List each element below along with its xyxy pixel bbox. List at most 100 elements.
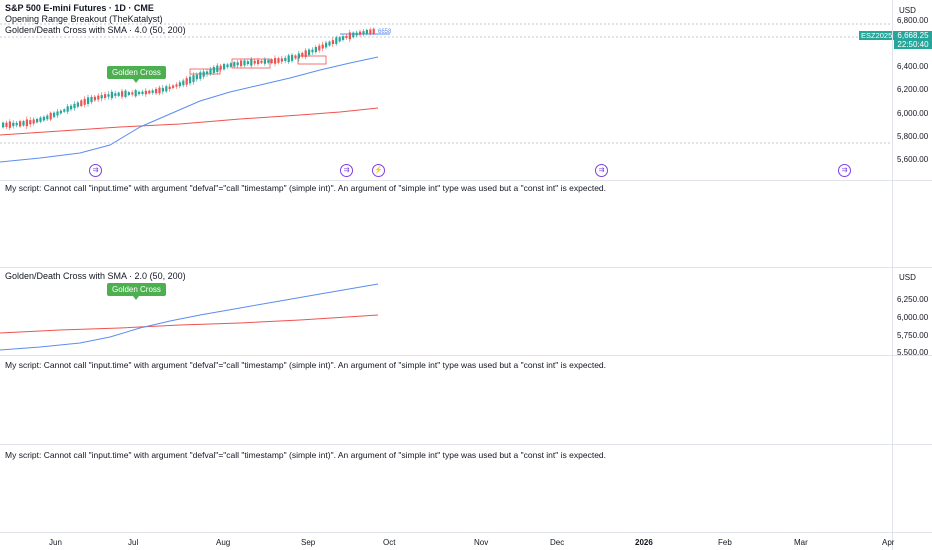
candle-body (168, 86, 171, 90)
last-price-tag: 6,668.25 22:50:40 (894, 31, 932, 49)
candle-body (195, 74, 198, 80)
pane-divider-3[interactable] (0, 355, 932, 356)
candle-body (49, 112, 52, 120)
event-icon-4[interactable]: ⇉ (595, 164, 608, 177)
price-tick-6200: 6,200.00 (897, 85, 929, 94)
candle-body (134, 90, 137, 97)
candle-body (253, 60, 256, 64)
event-icon-1[interactable]: ⇉ (89, 164, 102, 177)
candle-body (212, 67, 215, 73)
candle-body (287, 55, 290, 63)
candle-body (117, 92, 120, 96)
time-axis-divider (0, 532, 932, 533)
candle-body (301, 52, 304, 57)
candle-body (263, 59, 266, 64)
candle-body (199, 72, 202, 79)
candle-body (36, 118, 39, 123)
candle-body (348, 32, 351, 40)
candle-body (331, 40, 334, 45)
time-tick-sep: Sep (301, 538, 316, 547)
candle-body (335, 37, 338, 45)
pane-divider-2[interactable] (0, 267, 932, 268)
candle-body (338, 37, 341, 42)
candles (2, 27, 375, 131)
time-tick-jun: Jun (49, 538, 62, 547)
candle-body (8, 121, 11, 128)
candle-body (121, 91, 124, 97)
script-error-message-2: My script: Cannot call "input.time" with… (5, 360, 607, 370)
candle-body (192, 75, 195, 82)
candle-body (124, 90, 127, 97)
symbol-badge: ESZ2025 (859, 31, 895, 40)
candle-body (53, 112, 56, 118)
candle-body (359, 31, 362, 35)
sma200-line (0, 107, 379, 136)
candle-body (100, 95, 103, 99)
sub-legend[interactable]: Golden/Death Cross with SMA · 2.0 (50, 2… (5, 271, 186, 281)
currency-label[interactable]: USD (899, 6, 916, 15)
candle-body (297, 53, 300, 59)
candle-body (5, 122, 8, 127)
candle-body (56, 111, 59, 116)
candle-body (189, 76, 192, 84)
sub-tick-5500: 5,500.00 (897, 348, 929, 357)
candle-body (107, 94, 110, 97)
price-tick-6000: 6,000.00 (897, 109, 929, 118)
sub-tick-6250: 6,250.00 (897, 295, 929, 304)
error-pane-3[interactable]: My script: Cannot call "input.time" with… (0, 445, 932, 532)
candle-body (63, 109, 66, 112)
time-tick-aug: Aug (216, 538, 231, 547)
candle-body (274, 58, 277, 64)
candle-body (369, 29, 372, 34)
sma-pane[interactable]: Golden/Death Cross with SMA · 2.0 (50, 2… (0, 268, 932, 357)
candle-body (243, 60, 246, 66)
script-error-message-1: My script: Cannot call "input.time" with… (5, 183, 607, 193)
time-tick-2026: 2026 (635, 538, 653, 547)
candle-body (83, 98, 86, 105)
orb-box-3 (297, 55, 327, 65)
candle-body (246, 61, 249, 65)
symbol-title[interactable]: S&P 500 E-mini Futures · 1D · CME (5, 3, 154, 13)
candle-body (182, 80, 185, 86)
candle-body (209, 68, 212, 74)
price-chart-canvas[interactable]: 6658 (0, 0, 892, 180)
candle-body (165, 86, 168, 92)
candle-body (236, 62, 239, 66)
price-tick-5800: 5,800.00 (897, 132, 929, 141)
event-icon-3[interactable]: ⚡ (372, 164, 385, 177)
candle-body (73, 103, 76, 109)
error-pane-2[interactable]: My script: Cannot call "input.time" with… (0, 356, 932, 444)
sub-sma50-line (0, 283, 379, 351)
indicator-legend-orb[interactable]: Opening Range Breakout (TheKatalyst) (5, 14, 163, 24)
candle-body (104, 94, 107, 98)
candle-body (22, 121, 25, 126)
candle-body (2, 122, 5, 128)
candle-body (114, 93, 117, 96)
candle-body (161, 87, 164, 92)
candle-body (257, 60, 260, 65)
indicator-legend-gdc[interactable]: Golden/Death Cross with SMA · 4.0 (50, 2… (5, 25, 186, 35)
candle-body (144, 90, 147, 95)
candle-body (151, 90, 154, 93)
candle-body (345, 35, 348, 39)
time-tick-jul: Jul (128, 538, 139, 547)
sma-chart-canvas[interactable] (0, 268, 892, 355)
price-tick-6400: 6,400.00 (897, 62, 929, 71)
pane-divider-1[interactable] (0, 180, 932, 181)
candle-body (240, 60, 243, 67)
error-pane-1[interactable]: My script: Cannot call "input.time" with… (0, 181, 932, 267)
candle-body (15, 122, 18, 126)
event-icon-2[interactable]: ⇉ (340, 164, 353, 177)
event-icon-5[interactable]: ⇉ (838, 164, 851, 177)
candle-body (80, 100, 83, 107)
main-price-pane[interactable]: 6658 S&P 500 E-mini Futures · 1D · CME O… (0, 0, 932, 180)
time-tick-nov: Nov (474, 538, 489, 547)
sub-currency-label[interactable]: USD (899, 273, 916, 282)
candle-body (59, 110, 62, 114)
candle-body (311, 49, 314, 53)
candle-body (260, 60, 263, 63)
price-axis-divider (892, 0, 893, 550)
pane-divider-4[interactable] (0, 444, 932, 445)
candle-body (206, 71, 209, 74)
candle-body (355, 32, 358, 36)
